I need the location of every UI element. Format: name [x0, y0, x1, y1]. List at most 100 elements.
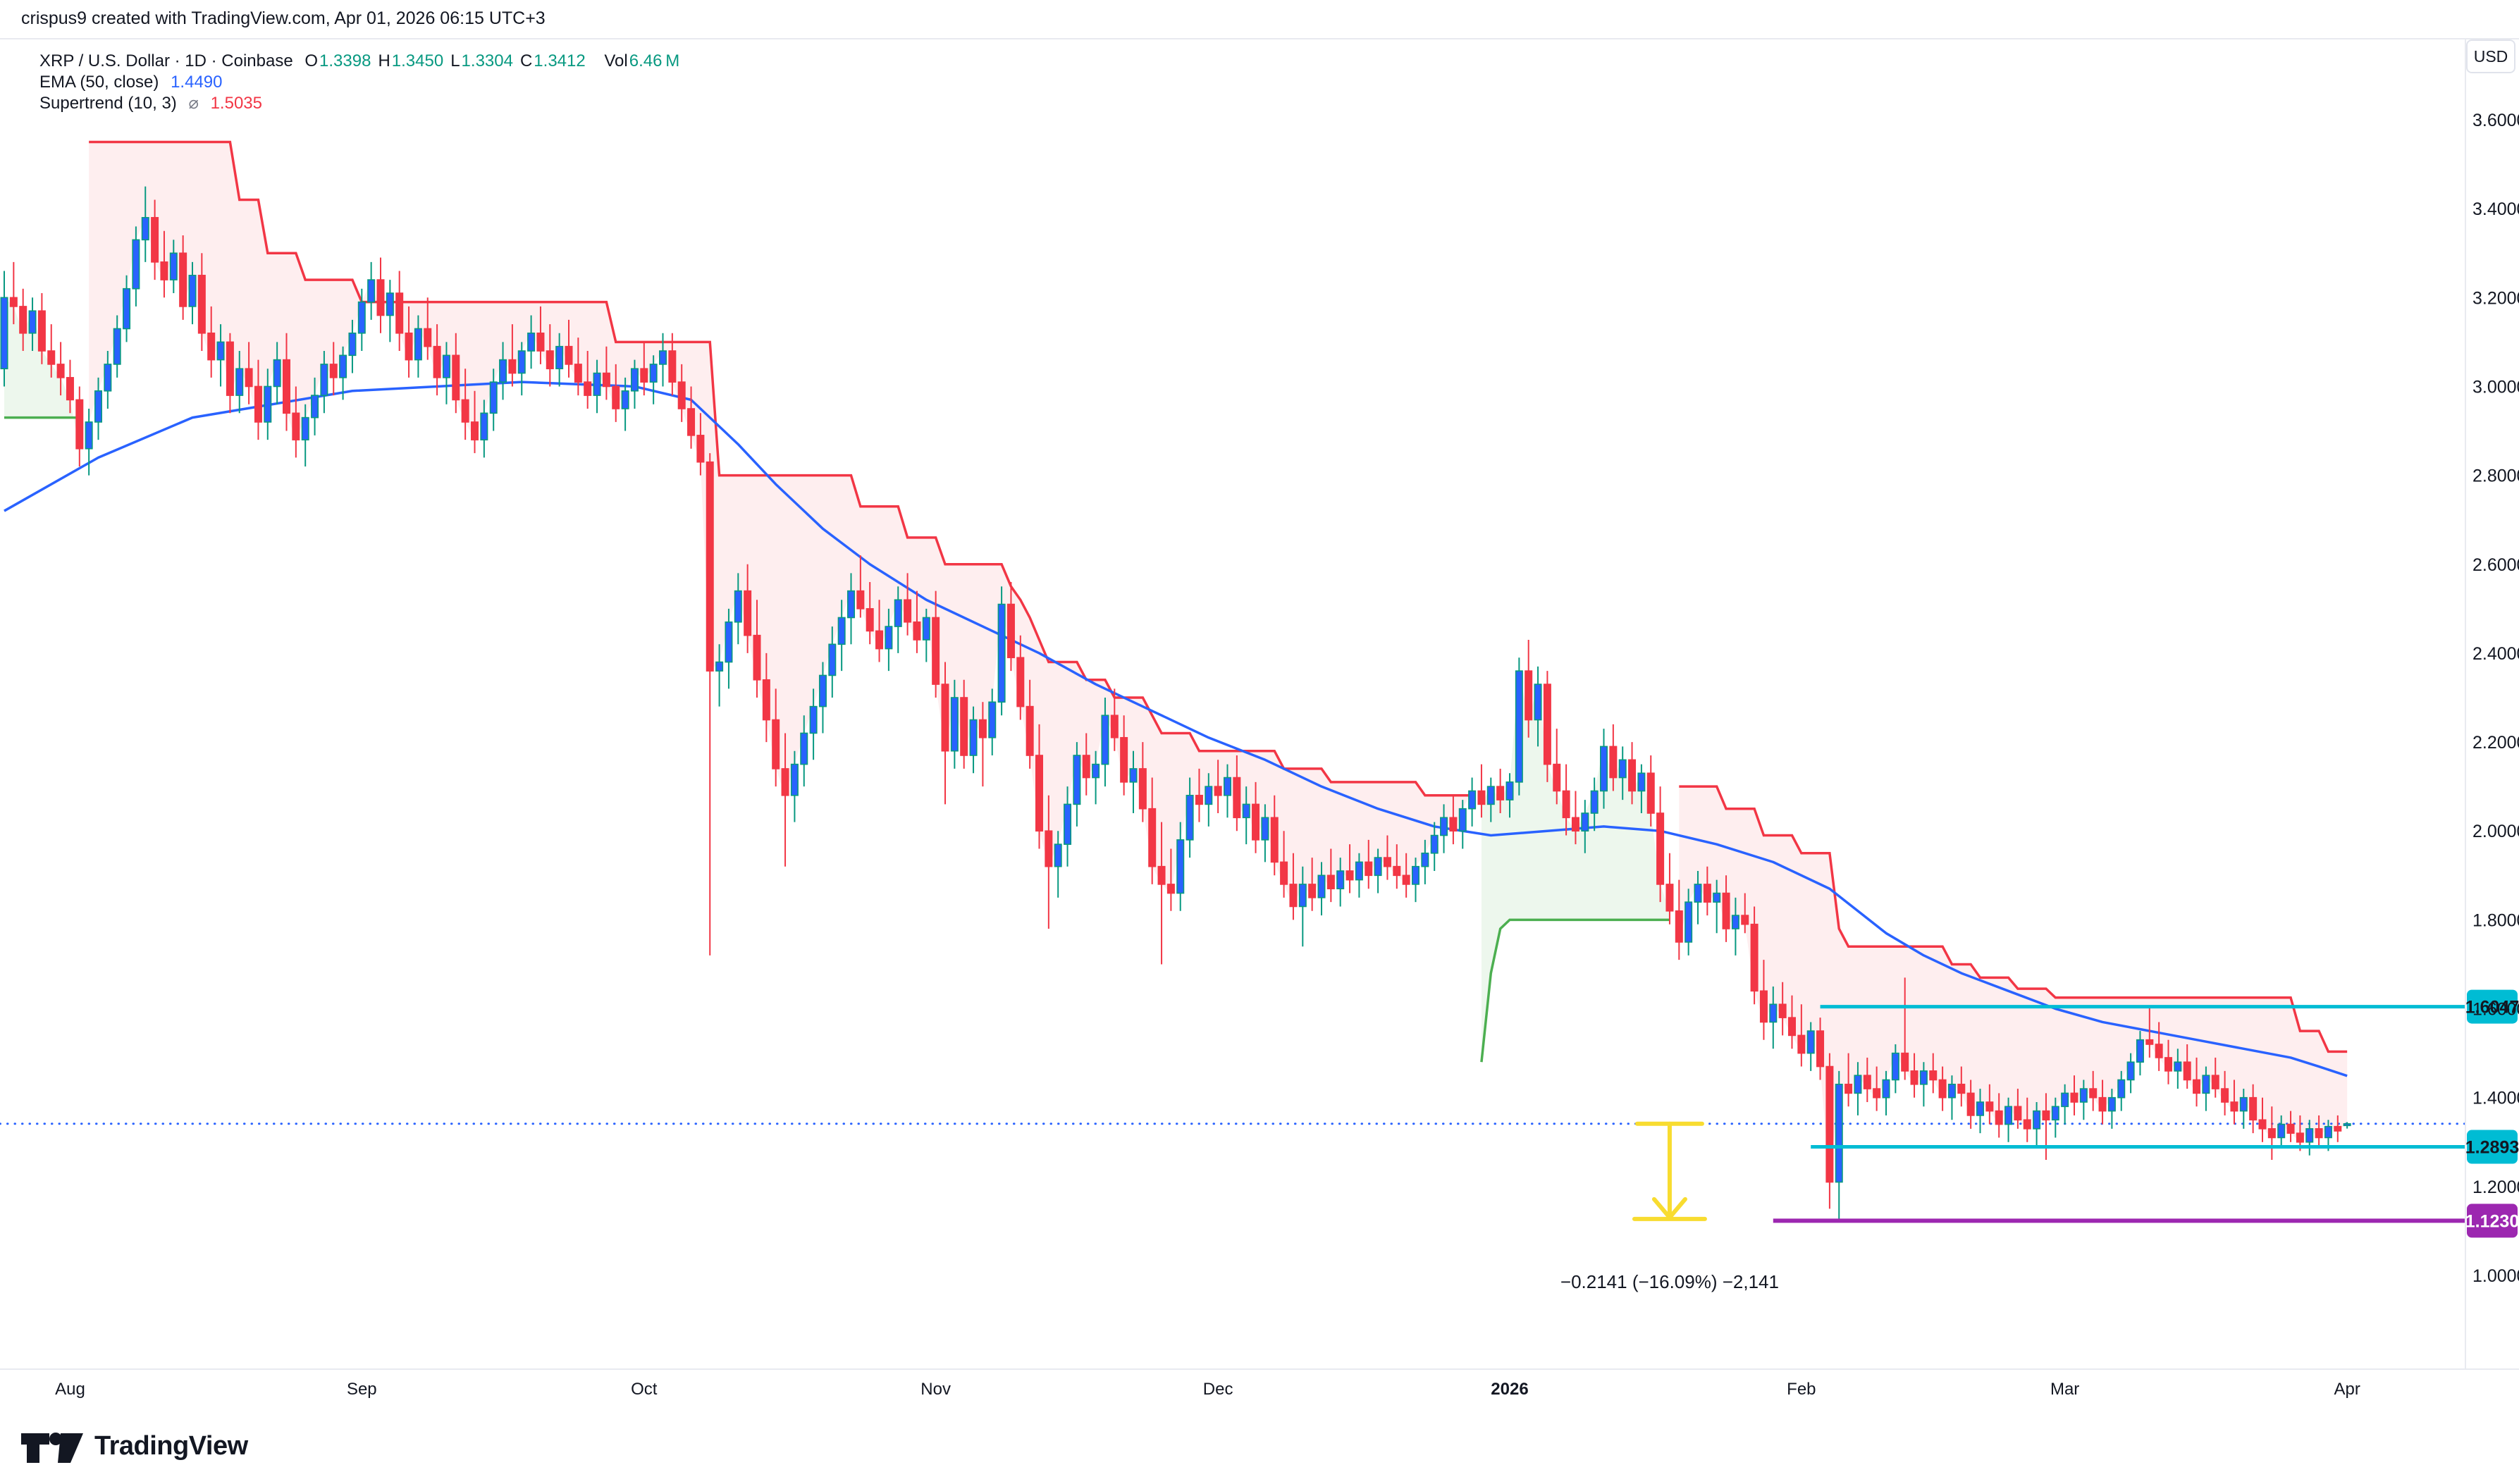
symbol-title[interactable]: XRP / U.S. Dollar · 1D · Coinbase — [39, 51, 293, 70]
legend-symbol-row[interactable]: XRP / U.S. Dollar · 1D · Coinbase O1.339… — [39, 51, 686, 72]
candle-body — [837, 617, 846, 645]
candle-body — [2079, 1088, 2088, 1103]
candle-body — [2174, 1061, 2182, 1072]
price-range-tool[interactable] — [1632, 1121, 1707, 1221]
candle-body — [2183, 1061, 2191, 1081]
candle-body — [1035, 755, 1044, 832]
price-axis[interactable]: 3.6000 3.4000 3.2000 3.0000 2.8000 2.6000 2.40… — [2472, 111, 2519, 1286]
candle-body — [1064, 803, 1072, 845]
candle-body — [113, 328, 121, 365]
plot-area[interactable] — [0, 140, 2465, 1223]
candle-body — [1525, 670, 1533, 721]
candle-body — [66, 377, 74, 401]
candle-body — [1562, 790, 1570, 819]
candle-body — [47, 350, 56, 365]
candle-body — [649, 364, 658, 383]
candle-body — [37, 310, 46, 352]
candle-body — [1553, 763, 1561, 792]
candle-body — [273, 359, 281, 388]
price-tag-resistance-1: 1.6047 — [2465, 989, 2519, 1024]
candle-body — [1138, 768, 1147, 810]
candle-body — [1966, 1092, 1975, 1116]
candle-body — [2221, 1088, 2229, 1103]
candle-body — [1957, 1083, 1966, 1094]
candle-body — [1590, 790, 1599, 814]
time-tick-aug: Aug — [55, 1380, 85, 1399]
supertrend-label[interactable]: Supertrend (10, 3) — [39, 94, 177, 113]
price-tick-label: 3.2000 — [2472, 288, 2519, 308]
candle-body — [1703, 884, 1711, 903]
candle-body — [1289, 884, 1298, 908]
candle-body — [950, 697, 959, 752]
candle-body — [602, 372, 610, 388]
candle-body — [1825, 1065, 1834, 1183]
candle-body — [677, 381, 686, 409]
candle-body — [1006, 603, 1015, 659]
candle-body — [1402, 874, 1410, 885]
candle-body — [894, 599, 902, 627]
candle-body — [1741, 915, 1749, 925]
price-tick-label: 2.2000 — [2472, 733, 2519, 753]
candle-body — [1270, 817, 1279, 863]
candle-body — [1788, 1017, 1797, 1037]
candle-body — [357, 301, 366, 334]
candle-body — [2023, 1119, 2031, 1130]
ema-label[interactable]: EMA (50, close) — [39, 73, 159, 92]
candle-body — [207, 332, 216, 361]
candle-body — [1976, 1101, 1985, 1116]
candle-body — [621, 390, 629, 409]
supertrend-fill-up — [1481, 671, 1670, 1063]
candle-body — [1365, 861, 1373, 877]
candle-body — [1110, 715, 1119, 738]
price-tick-label: 1.2000 — [2472, 1177, 2519, 1197]
candle-body — [85, 421, 93, 450]
candle-body — [2315, 1128, 2323, 1139]
currency-unit-button[interactable]: USD — [2466, 39, 2515, 73]
candle-body — [932, 617, 940, 685]
price-tag-support-1: 1.2893 — [2465, 1130, 2519, 1164]
candle-body — [414, 328, 422, 361]
candle-body — [2145, 1039, 2154, 1045]
candle-body — [517, 350, 526, 374]
candle-body — [1646, 772, 1655, 814]
price-tick-label: 2.8000 — [2472, 466, 2519, 486]
candle-body — [245, 368, 253, 388]
candle-body — [781, 768, 789, 796]
candle-body — [376, 279, 385, 316]
candle-body — [856, 590, 865, 610]
candle-body — [1731, 915, 1739, 929]
candle-body — [461, 399, 469, 423]
candle-body — [1618, 759, 1627, 779]
candle-body — [160, 261, 168, 280]
candle-body — [1534, 684, 1542, 721]
candle-body — [1317, 874, 1326, 898]
candle-body — [1835, 1083, 1843, 1183]
candle-body — [367, 279, 376, 303]
candle-body — [424, 328, 432, 347]
candle-body — [499, 359, 507, 383]
candle-body — [1092, 763, 1100, 779]
legend-supertrend-row[interactable]: Supertrend (10, 3) ⌀ 1.5035 — [39, 93, 686, 114]
candles — [0, 186, 2351, 1221]
candle-body — [1421, 852, 1429, 867]
candle-body — [790, 763, 799, 796]
candle-body — [687, 408, 696, 436]
time-axis[interactable]: Aug Sep Oct Nov Dec 2026 Feb Mar Apr — [0, 1368, 2519, 1414]
candle-body — [1185, 794, 1194, 841]
tradingview-brand[interactable]: TradingView — [20, 1428, 248, 1464]
time-axis-separator — [0, 1368, 2519, 1370]
candle-body — [1806, 1030, 1815, 1054]
candle-body — [2211, 1075, 2219, 1089]
candle-body — [1120, 736, 1128, 783]
candle-body — [0, 297, 8, 370]
candle-body — [715, 661, 724, 672]
candle-body — [696, 435, 705, 463]
candle-body — [1449, 817, 1458, 832]
legend-ema-row[interactable]: EMA (50, close) 1.4490 — [39, 72, 686, 93]
candle-body — [216, 341, 225, 361]
candle-body — [1298, 884, 1307, 908]
candle-body — [348, 332, 357, 357]
candle-body — [866, 608, 874, 632]
supertrend-fill-down — [89, 142, 1472, 907]
